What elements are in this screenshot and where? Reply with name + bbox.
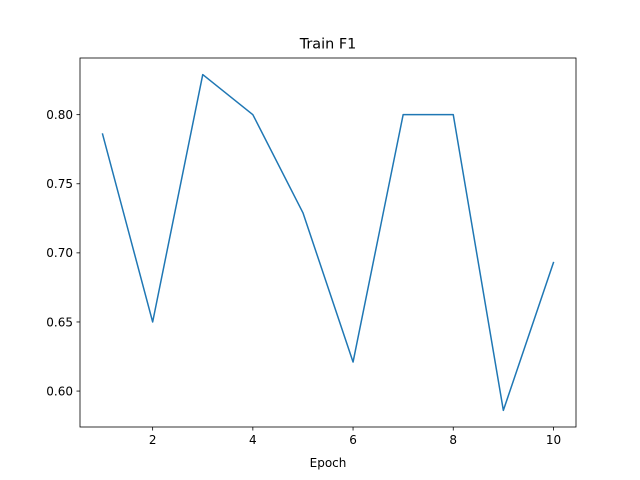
x-tick-label: 2 — [149, 433, 157, 447]
x-tick-label: 4 — [249, 433, 257, 447]
series-line-0 — [101, 73, 555, 412]
y-tick-label: 0.75 — [46, 177, 73, 191]
x-tick-label: 10 — [546, 433, 561, 447]
y-tick-label: 0.65 — [46, 315, 73, 329]
x-axis-label: Epoch — [310, 456, 347, 470]
plot-area: 2 4 6 8 10 0.60 0.65 0.70 0.75 0.80 — [46, 57, 577, 447]
x-tick-label: 6 — [349, 433, 357, 447]
axes-frame — [79, 57, 577, 428]
y-tick-label: 0.80 — [46, 108, 73, 122]
x-tick-label: 8 — [449, 433, 457, 447]
y-tick-label: 0.70 — [46, 246, 73, 260]
chart-title: Train F1 — [299, 37, 357, 53]
y-tick-label: 0.60 — [46, 384, 73, 398]
